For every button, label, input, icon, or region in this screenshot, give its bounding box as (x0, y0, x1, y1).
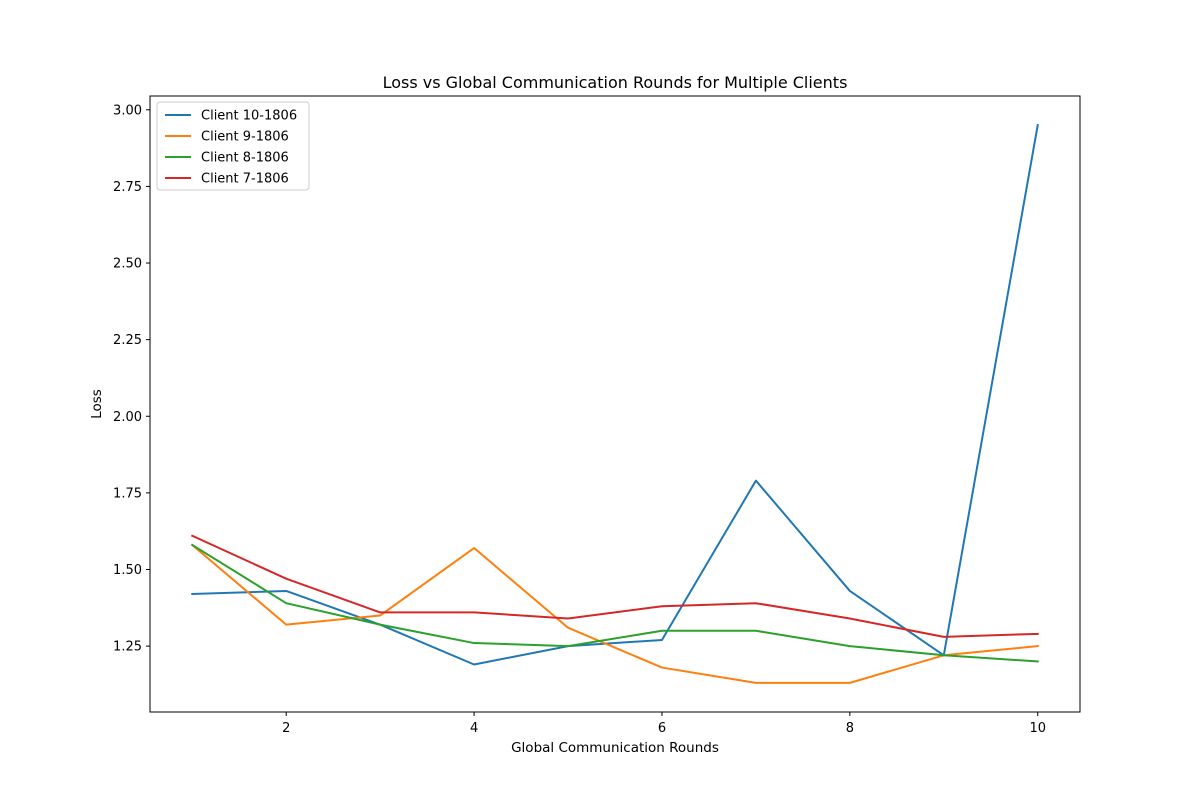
x-tick-label: 2 (282, 721, 290, 736)
plot-area (190, 123, 1039, 684)
y-tick-label: 1.25 (113, 640, 142, 655)
y-tick-label: 1.50 (113, 563, 142, 578)
y-tick-label: 1.75 (113, 486, 142, 501)
y-axis-label: Loss (89, 389, 105, 419)
legend: Client 10-1806 Client 9-1806 Client 8-1806… (156, 101, 310, 191)
series-line-1 (191, 123, 1039, 666)
series-line-4 (190, 534, 1039, 638)
legend-label: Client 10-1806 (201, 109, 297, 124)
chart-title: Loss vs Global Communication Rounds for … (383, 73, 848, 92)
axes-frame (149, 95, 1081, 713)
y-tick-label: 3.00 (113, 103, 142, 118)
series-line-3 (190, 543, 1039, 663)
y-tick-label: 2.00 (113, 410, 142, 425)
y-axis-ticks: 1.25 1.50 1.75 2.00 2.25 2.50 2.75 3.00 (113, 103, 150, 655)
y-tick-label: 2.25 (113, 333, 142, 348)
legend-label: Client 8-1806 (201, 151, 289, 166)
x-tick-label: 6 (658, 721, 666, 736)
y-tick-label: 2.75 (113, 180, 142, 195)
legend-label: Client 7-1806 (201, 172, 289, 187)
legend-label: Client 9-1806 (201, 130, 289, 145)
y-tick-label: 2.50 (113, 257, 142, 272)
x-tick-label: 4 (470, 721, 478, 736)
x-tick-label: 10 (1029, 721, 1046, 736)
series-line-2 (190, 543, 1039, 684)
legend-box (156, 101, 310, 191)
x-axis-label: Global Communication Rounds (511, 740, 719, 756)
x-axis-ticks: 2 4 6 8 10 (282, 712, 1046, 736)
x-tick-label: 8 (846, 721, 854, 736)
